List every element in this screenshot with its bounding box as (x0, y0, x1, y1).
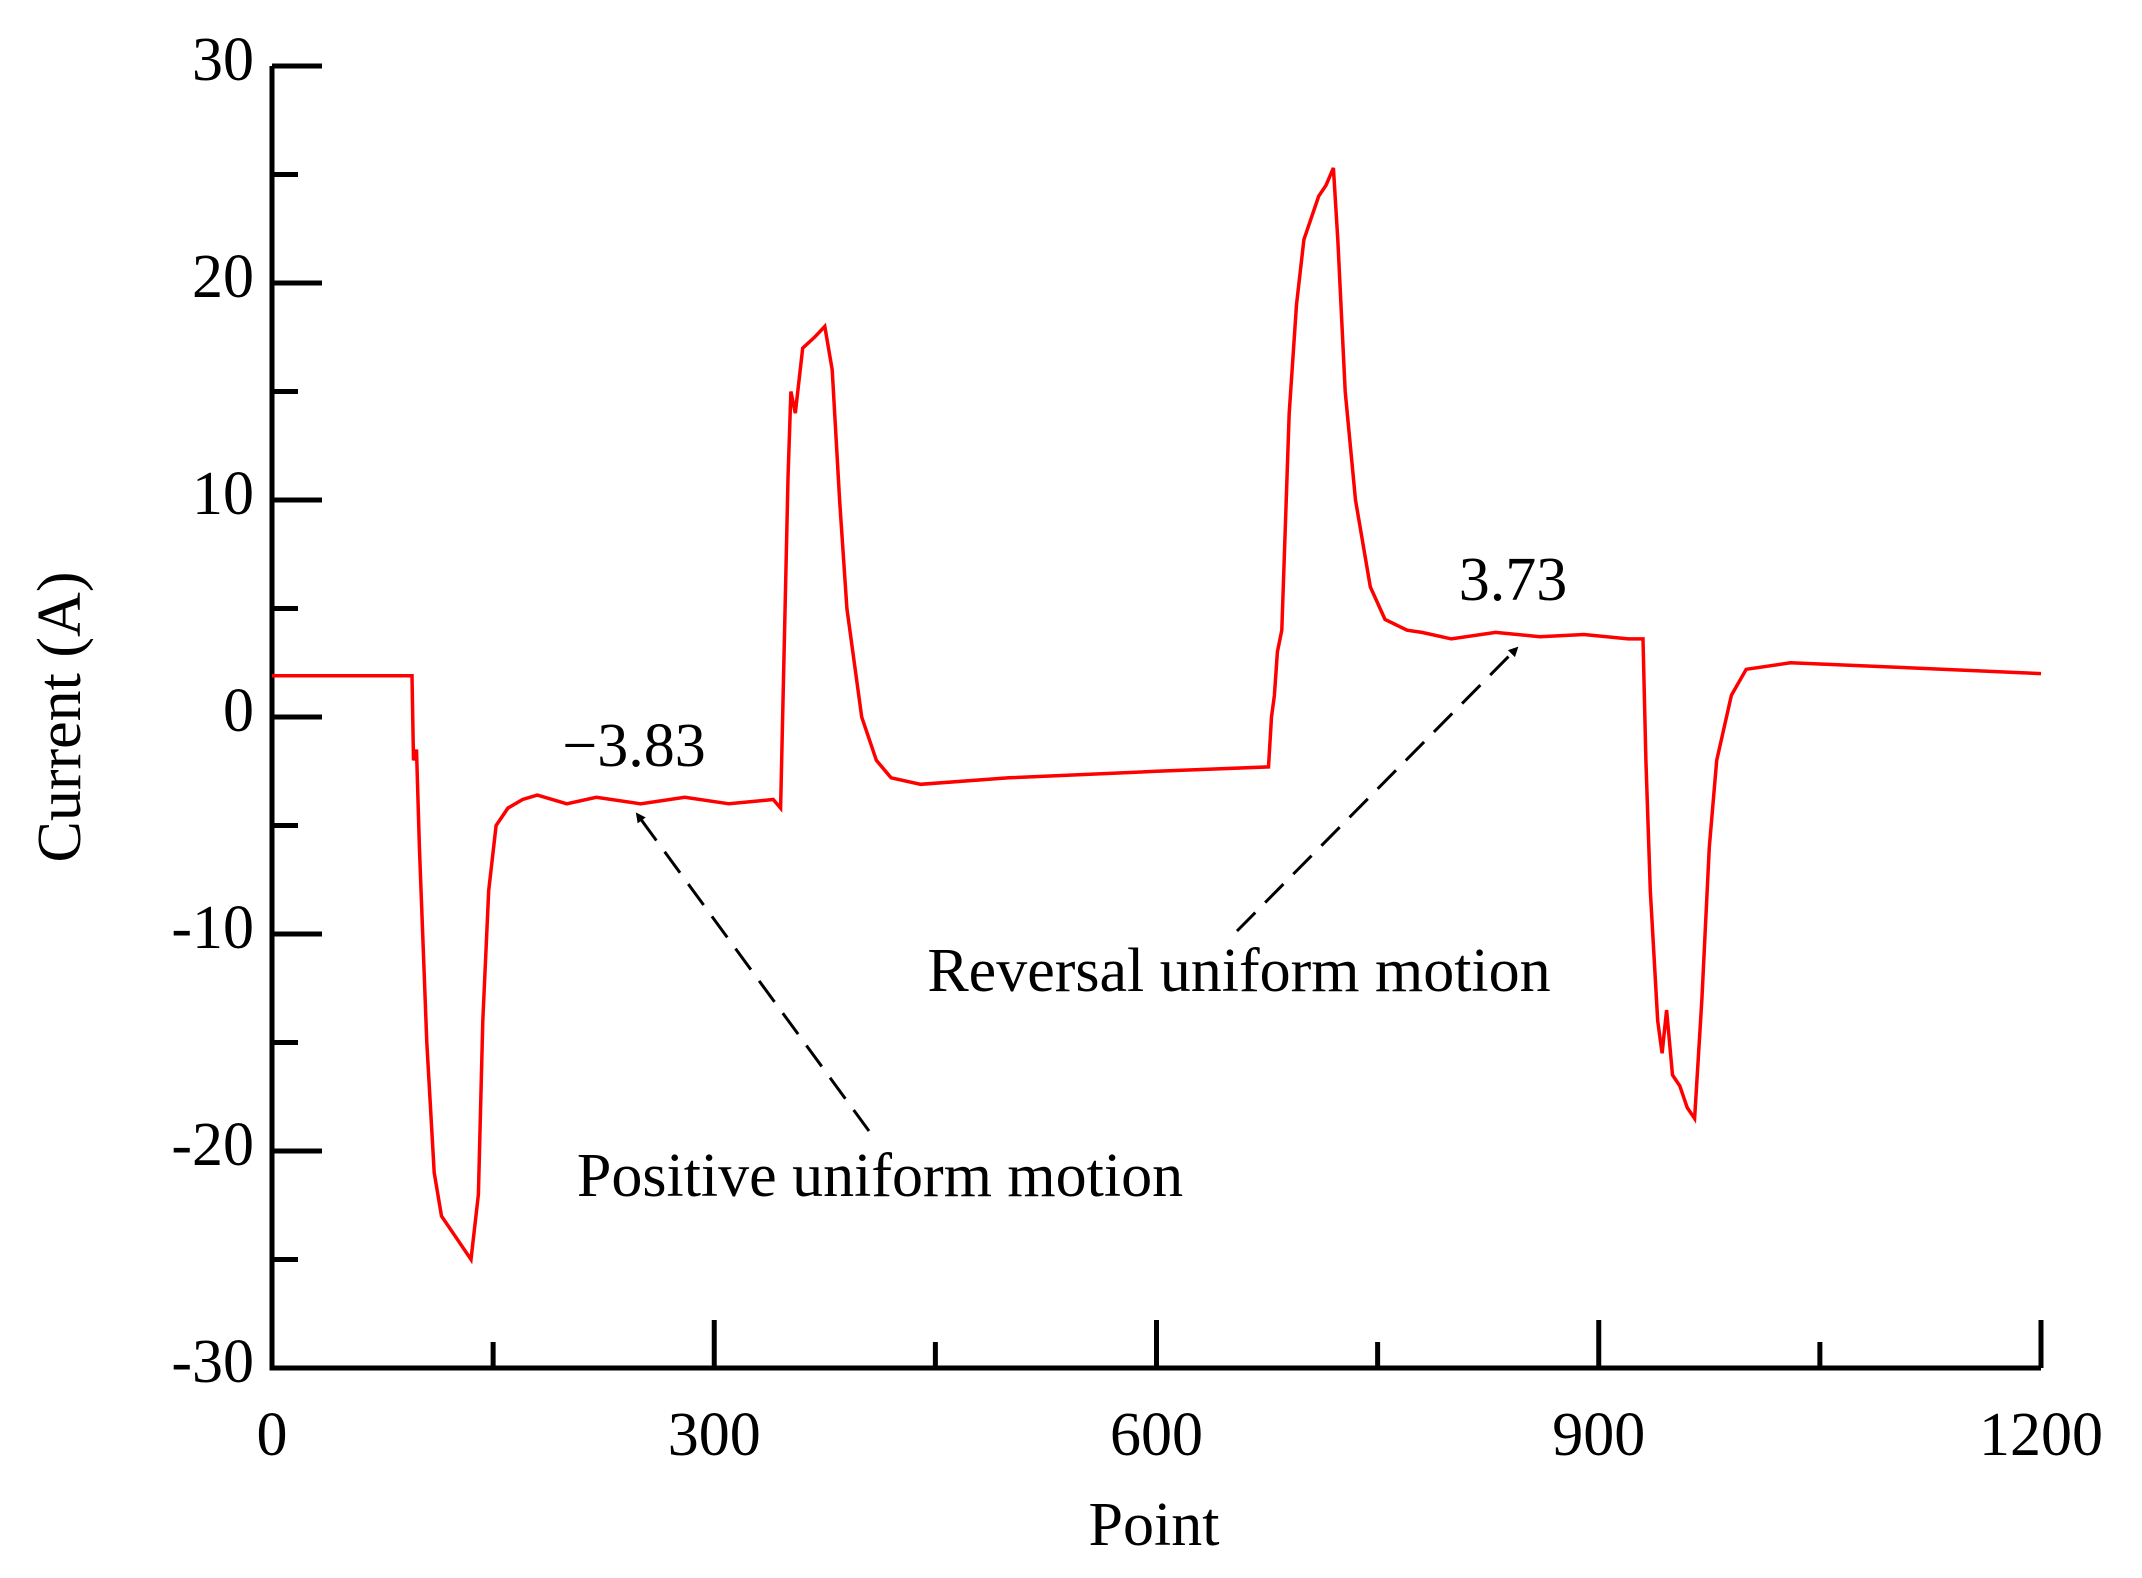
y-tick-label: -20 (171, 1111, 254, 1179)
x-tick-label: 300 (668, 1401, 761, 1469)
annotation: Reversal uniform motion (927, 937, 1550, 1005)
annotation: −3.83 (562, 712, 705, 780)
y-tick-label: 20 (192, 243, 254, 311)
annotation-arrow (635, 812, 871, 1132)
y-tick-label: 30 (192, 26, 254, 94)
x-tick-label: 600 (1110, 1401, 1203, 1469)
annotation-arrow (1235, 646, 1519, 933)
y-tick-label: -30 (171, 1328, 254, 1396)
annotation: 3.73 (1459, 546, 1568, 614)
x-axis-title: Point (1089, 1491, 1220, 1559)
annotation: Positive uniform motion (577, 1142, 1183, 1210)
y-tick-label: -10 (171, 894, 254, 962)
x-tick-label: 0 (257, 1401, 288, 1469)
x-tick-label: 1200 (1979, 1401, 2103, 1469)
y-axis-title: Current (A) (26, 572, 94, 863)
data-line (272, 167, 2042, 1265)
y-tick-label: 0 (223, 677, 254, 745)
y-tick-label: 10 (192, 460, 254, 528)
x-tick-label: 900 (1552, 1401, 1645, 1469)
